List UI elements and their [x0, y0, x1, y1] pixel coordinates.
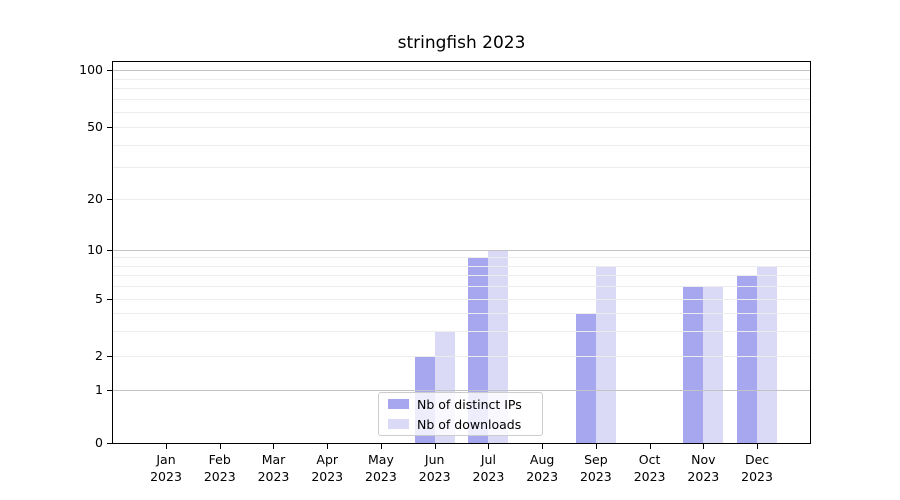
y-tick-50	[107, 127, 112, 128]
y-gridline-minor-3	[113, 330, 810, 332]
y-gridline-minor-90	[113, 78, 810, 80]
y-gridline-minor-50	[113, 127, 810, 128]
y-gridline-minor-20	[113, 199, 810, 200]
legend-item-distinct-ips: Nb of distinct IPs	[388, 396, 542, 413]
y-tick-label-20: 20	[87, 191, 103, 206]
chart-title: stringfish 2023	[397, 33, 526, 53]
bar-distinct-ips-sep	[575, 312, 596, 443]
y-gridline-minor-6	[113, 286, 810, 288]
x-tick-nov	[703, 444, 705, 449]
x-tick-label-apr: Apr 2023	[311, 452, 344, 484]
y-tick-label-10: 10	[87, 242, 103, 257]
y-gridline-minor-40	[113, 144, 810, 146]
y-tick-label-2: 2	[95, 348, 103, 363]
x-tick-feb	[219, 444, 221, 449]
y-gridline-minor-80	[113, 88, 810, 90]
y-gridline-minor-30	[113, 167, 810, 169]
x-tick-label-may: May 2023	[365, 452, 397, 484]
legend-label-downloads: Nb of downloads	[417, 416, 522, 432]
y-tick-label-100: 100	[79, 62, 103, 77]
x-tick-label-jan: Jan 2023	[150, 452, 182, 484]
y-gridline-minor-4	[113, 312, 810, 314]
x-tick-label-feb: Feb 2023	[203, 452, 236, 484]
bar-downloads-dec	[757, 265, 778, 443]
legend: Nb of distinct IPs Nb of downloads	[378, 392, 543, 436]
x-tick-label-dec: Dec 2023	[741, 452, 773, 484]
bar-downloads-sep	[595, 265, 616, 443]
x-tick-mar	[273, 444, 275, 449]
legend-swatch-distinct-ips	[388, 399, 409, 409]
x-tick-aug	[542, 444, 544, 449]
y-gridline-minor-9	[113, 257, 810, 259]
y-gridline-minor-70	[113, 99, 810, 101]
x-tick-label-nov: Nov 2023	[687, 452, 720, 484]
x-tick-jul	[488, 444, 490, 449]
x-tick-may	[380, 444, 382, 449]
y-tick-label-0: 0	[95, 435, 103, 450]
bar-downloads-nov	[703, 286, 724, 443]
y-tick-0	[107, 443, 112, 444]
y-gridline-minor-60	[113, 112, 810, 113]
x-tick-label-aug: Aug 2023	[526, 452, 559, 484]
x-tick-jun	[434, 444, 436, 449]
x-tick-label-jul: Jul 2023	[472, 452, 505, 484]
y-tick-label-50: 50	[87, 119, 103, 134]
y-gridline-major-10	[113, 250, 810, 251]
legend-item-downloads: Nb of downloads	[388, 416, 542, 433]
y-tick-20	[107, 199, 112, 200]
y-gridline-minor-8	[113, 265, 810, 267]
y-tick-1	[107, 390, 112, 391]
y-tick-label-1: 1	[95, 382, 103, 397]
y-tick-2	[107, 356, 112, 357]
y-gridline-minor-7	[113, 275, 810, 277]
bar-distinct-ips-dec	[737, 275, 758, 443]
y-tick-label-5: 5	[95, 291, 103, 306]
legend-swatch-downloads	[388, 419, 409, 429]
x-tick-oct	[649, 444, 651, 449]
y-gridline-major-100	[113, 70, 810, 71]
legend-label-distinct-ips: Nb of distinct IPs	[417, 396, 522, 412]
y-tick-100	[107, 70, 112, 71]
x-tick-label-mar: Mar 2023	[257, 452, 290, 484]
x-tick-dec	[757, 444, 759, 449]
x-tick-apr	[327, 444, 329, 449]
y-gridline-minor-5	[113, 299, 810, 300]
y-gridline-major-1	[113, 390, 810, 391]
x-tick-label-sep: Sep 2023	[579, 452, 612, 484]
x-tick-label-jun: Jun 2023	[418, 452, 451, 484]
x-tick-jan	[166, 444, 168, 449]
y-tick-5	[107, 299, 112, 300]
y-gridline-minor-2	[113, 356, 810, 357]
x-tick-label-oct: Oct 2023	[633, 452, 666, 484]
bar-distinct-ips-nov	[683, 286, 704, 443]
y-tick-10	[107, 250, 112, 251]
x-tick-sep	[595, 444, 597, 449]
